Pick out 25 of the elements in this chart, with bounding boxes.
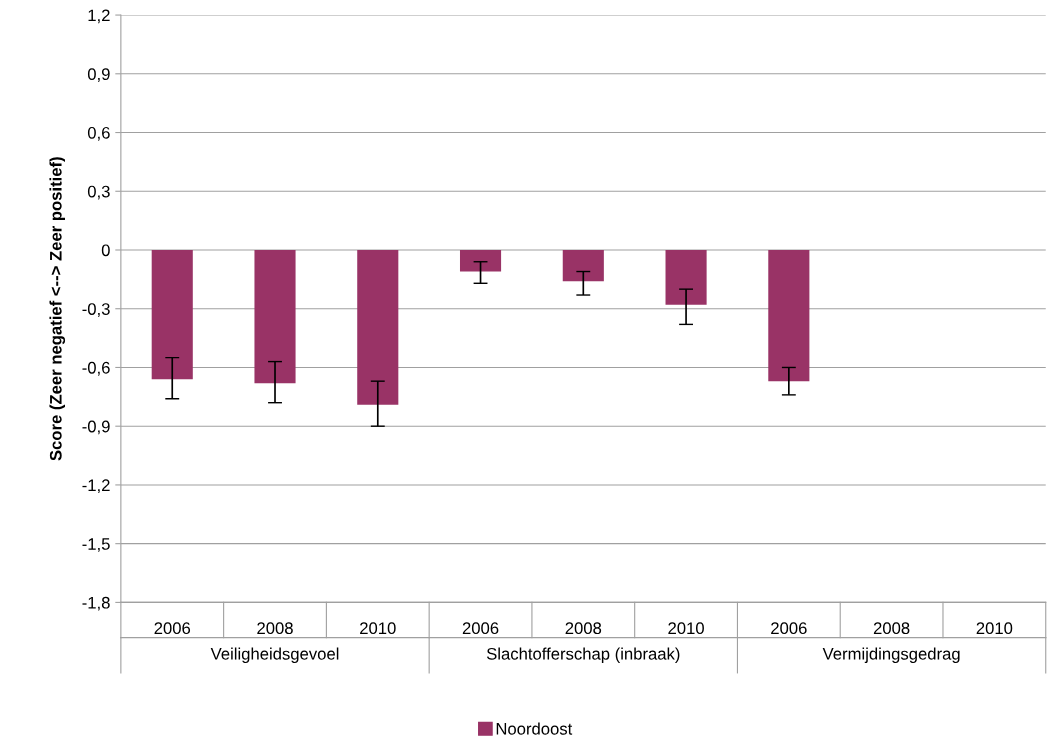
y-tick-label: 0,6	[87, 126, 110, 141]
x-tick-label: 2010	[360, 622, 396, 635]
y-tick-label: -1,8	[82, 596, 110, 611]
x-tick-label: 2008	[565, 622, 602, 635]
y-tick-label: 0,3	[87, 185, 110, 200]
x-tick-label: 2008	[873, 622, 910, 635]
y-axis-title: Score (Zeer negatief <--> Zeer positief)	[49, 157, 66, 461]
y-tick-label: 0,9	[87, 68, 110, 82]
x-tick-label: 2006	[154, 622, 191, 635]
text: Vermijdingsgedrag	[822, 647, 960, 664]
x-tick-label: 2008	[257, 622, 293, 635]
y-tick-label: -0,3	[82, 303, 110, 317]
y-tick-label: 0	[101, 244, 110, 257]
x-tick-label: 2006	[771, 622, 807, 635]
x-tick-label: 2010	[668, 622, 704, 635]
text: Slachtofferschap (inbraak)	[486, 647, 680, 664]
y-tick-label: -1,2	[82, 479, 110, 494]
y-tick-label: -1,5	[82, 538, 110, 552]
x-tick-label: 2010	[976, 622, 1013, 635]
legend-label: Noordoost	[496, 722, 573, 735]
y-tick-label: 1,2	[88, 9, 110, 24]
y-tick-label: -0,6	[82, 361, 110, 376]
x-tick-label: 2006	[462, 622, 499, 635]
y-tick-label: -0,9	[82, 420, 110, 435]
text: Veiligheidsgevoel	[210, 647, 339, 664]
